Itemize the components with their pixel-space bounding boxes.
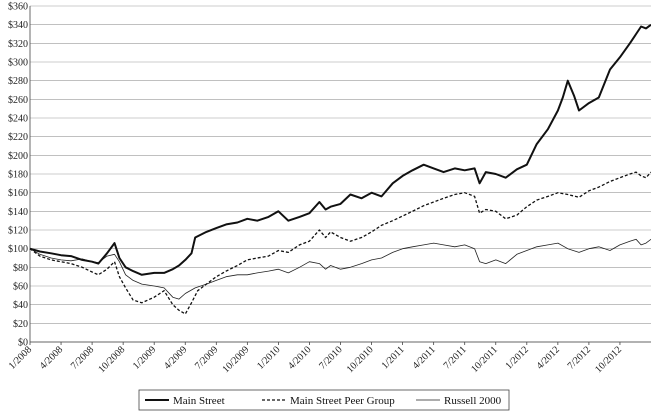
y-tick-label: $260 bbox=[8, 95, 28, 106]
series-lines bbox=[29, 23, 651, 315]
y-tick-label: $40 bbox=[13, 300, 28, 311]
gridlines bbox=[30, 5, 651, 343]
y-tick-label: $0 bbox=[18, 338, 28, 349]
x-tick-label: 1/2012 bbox=[503, 344, 530, 371]
y-tick-label: $320 bbox=[8, 39, 28, 50]
x-tick-label: 10/2011 bbox=[469, 344, 500, 375]
y-tick-label: $80 bbox=[13, 263, 28, 274]
x-tick-label: 4/2010 bbox=[286, 344, 313, 371]
y-tick-label: $20 bbox=[13, 319, 28, 330]
y-tick-label: $60 bbox=[13, 282, 28, 293]
x-tick-label: 1/2011 bbox=[380, 344, 407, 371]
x-tick-label: 10/2008 bbox=[96, 344, 127, 375]
legend-box bbox=[138, 389, 510, 411]
y-tick-label: $140 bbox=[8, 207, 28, 218]
series-line-russell-2000 bbox=[29, 238, 651, 300]
x-tick-label: 10/2010 bbox=[345, 344, 376, 375]
legend: Main Street Main Street Peer Group Russell… bbox=[138, 389, 510, 411]
legend-label: Main Street Peer Group bbox=[290, 395, 395, 407]
x-tick-label: 4/2009 bbox=[162, 344, 189, 371]
y-tick-label: $300 bbox=[8, 58, 28, 69]
x-tick-label: 4/2012 bbox=[535, 344, 562, 371]
x-tick-label: 7/2008 bbox=[69, 344, 96, 371]
y-tick-label: $240 bbox=[8, 114, 28, 125]
y-tick-label: $220 bbox=[8, 132, 28, 143]
x-tick-label: 4/2008 bbox=[38, 344, 65, 371]
x-tick-label: 1/2009 bbox=[131, 344, 158, 371]
y-tick-label: $360 bbox=[8, 2, 28, 13]
y-tick-label: $200 bbox=[8, 151, 28, 162]
x-tick-label: 7/2011 bbox=[442, 344, 469, 371]
x-tick-label: 10/2009 bbox=[221, 344, 252, 375]
legend-label: Russell 2000 bbox=[444, 395, 502, 407]
y-tick-label: $280 bbox=[8, 76, 28, 87]
y-axis-ticks: $0 $20 $40 $60 $80 $100 $120 $140 $160 $180 $200 $2… bbox=[8, 2, 28, 349]
x-tick-label: 7/2012 bbox=[566, 344, 593, 371]
x-tick-label: 10/2012 bbox=[593, 344, 624, 375]
y-tick-label: $180 bbox=[8, 170, 28, 181]
series-line-main-street bbox=[29, 23, 651, 276]
y-tick-label: $120 bbox=[8, 226, 28, 237]
x-tick-label: 7/2009 bbox=[193, 344, 220, 371]
x-tick-label: 4/2011 bbox=[411, 344, 438, 371]
y-tick-label: $160 bbox=[8, 188, 28, 199]
x-axis-ticks: 1/2008 4/2008 7/2008 10/2008 1/2009 4/2009 7/2… bbox=[7, 342, 624, 375]
legend-label: Main Street bbox=[173, 395, 225, 407]
x-tick-label: 7/2010 bbox=[317, 344, 344, 371]
x-tick-label: 1/2010 bbox=[255, 344, 282, 371]
y-tick-label: $340 bbox=[8, 20, 28, 31]
y-tick-label: $100 bbox=[8, 244, 28, 255]
